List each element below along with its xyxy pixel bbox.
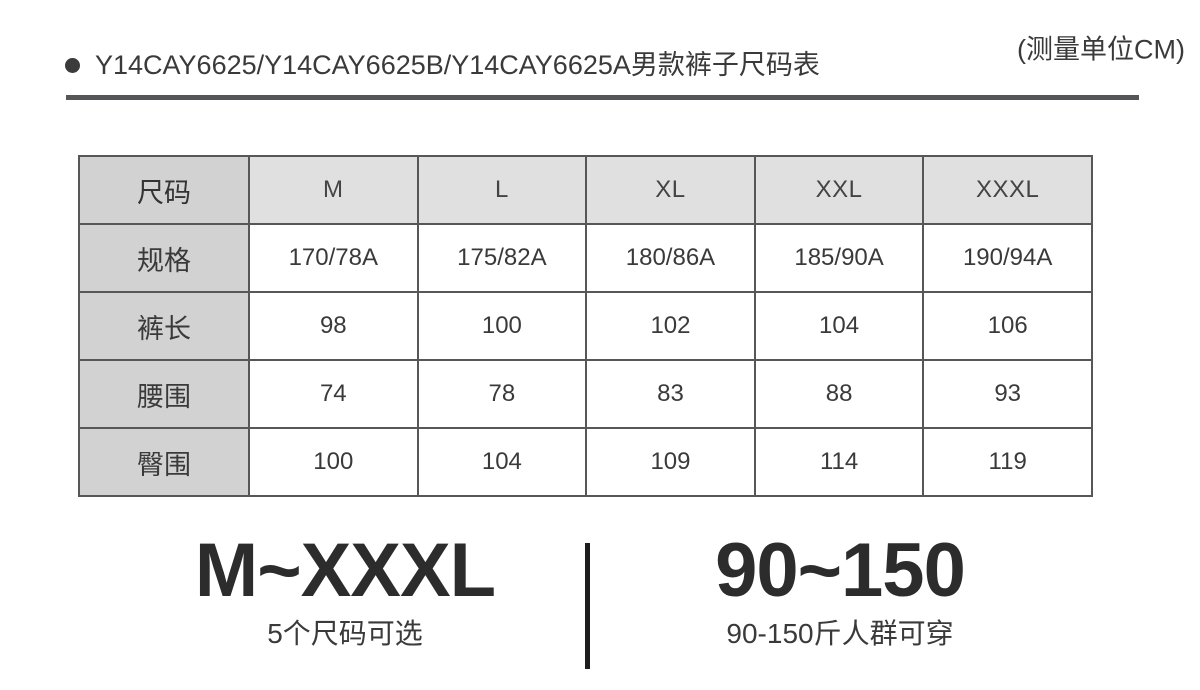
cell-waist-l: 78 <box>416 359 588 429</box>
table-row: 腰围 74 78 83 88 93 <box>78 359 1093 429</box>
size-chart-table: 尺码 M L XL XXL XXXL 规格 170/78A 175/82A 18… <box>78 155 1093 497</box>
column-header-xxxl: XXXL <box>922 155 1093 225</box>
cell-hip-l: 104 <box>416 427 588 497</box>
cell-pant-length-xxl: 104 <box>753 291 925 361</box>
highlight-vertical-divider <box>585 543 590 669</box>
table-header-row: 尺码 M L XL XXL XXXL <box>78 155 1093 225</box>
cell-spec-l: 175/82A <box>416 223 588 293</box>
cell-waist-m: 74 <box>248 359 419 429</box>
header-divider <box>66 95 1139 100</box>
cell-spec-m: 170/78A <box>248 223 419 293</box>
row-label-waist: 腰围 <box>78 359 250 429</box>
cell-waist-xl: 83 <box>585 359 756 429</box>
highlight-size-range-value: M~XXXL <box>194 528 496 613</box>
page-header: Y14CAY6625/Y14CAY6625B/Y14CAY6625A男款裤子尺码… <box>0 0 1200 100</box>
highlight-section: M~XXXL 5个尺码可选 90~150 90-150斤人群可穿 <box>0 528 1200 688</box>
highlight-size-range: M~XXXL 5个尺码可选 <box>105 528 585 678</box>
row-label-spec: 规格 <box>78 223 250 293</box>
highlight-weight-range-caption: 90-150斤人群可穿 <box>726 618 954 649</box>
cell-spec-xl: 180/86A <box>585 223 756 293</box>
cell-hip-m: 100 <box>248 427 419 497</box>
cell-spec-xxl: 185/90A <box>753 223 925 293</box>
cell-pant-length-m: 98 <box>248 291 419 361</box>
highlight-weight-range: 90~150 90-150斤人群可穿 <box>600 528 1080 678</box>
column-header-xxl: XXL <box>753 155 925 225</box>
cell-waist-xxl: 88 <box>753 359 925 429</box>
cell-hip-xxxl: 119 <box>922 427 1093 497</box>
cell-waist-xxxl: 93 <box>922 359 1093 429</box>
row-label-hip: 臀围 <box>78 427 250 497</box>
highlight-weight-range-value: 90~150 <box>715 528 966 613</box>
bullet-dot-icon <box>65 57 80 73</box>
table-row: 规格 170/78A 175/82A 180/86A 185/90A 190/9… <box>78 223 1093 293</box>
column-header-m: M <box>248 155 419 225</box>
cell-pant-length-l: 100 <box>416 291 588 361</box>
page-title: Y14CAY6625/Y14CAY6625B/Y14CAY6625A男款裤子尺码… <box>95 49 820 80</box>
cell-pant-length-xl: 102 <box>585 291 756 361</box>
cell-hip-xl: 109 <box>585 427 756 497</box>
table-row: 裤长 98 100 102 104 106 <box>78 291 1093 361</box>
column-header-size-label: 尺码 <box>78 155 250 225</box>
cell-hip-xxl: 114 <box>753 427 925 497</box>
cell-pant-length-xxxl: 106 <box>922 291 1093 361</box>
cell-spec-xxxl: 190/94A <box>922 223 1093 293</box>
column-header-l: L <box>416 155 588 225</box>
measurement-unit-note: (测量单位CM) <box>1017 34 1185 65</box>
column-header-xl: XL <box>585 155 756 225</box>
highlight-size-range-caption: 5个尺码可选 <box>267 618 423 649</box>
table-row: 臀围 100 104 109 114 119 <box>78 427 1093 497</box>
title-row: Y14CAY6625/Y14CAY6625B/Y14CAY6625A男款裤子尺码… <box>65 44 1140 86</box>
row-label-pant-length: 裤长 <box>78 291 250 361</box>
